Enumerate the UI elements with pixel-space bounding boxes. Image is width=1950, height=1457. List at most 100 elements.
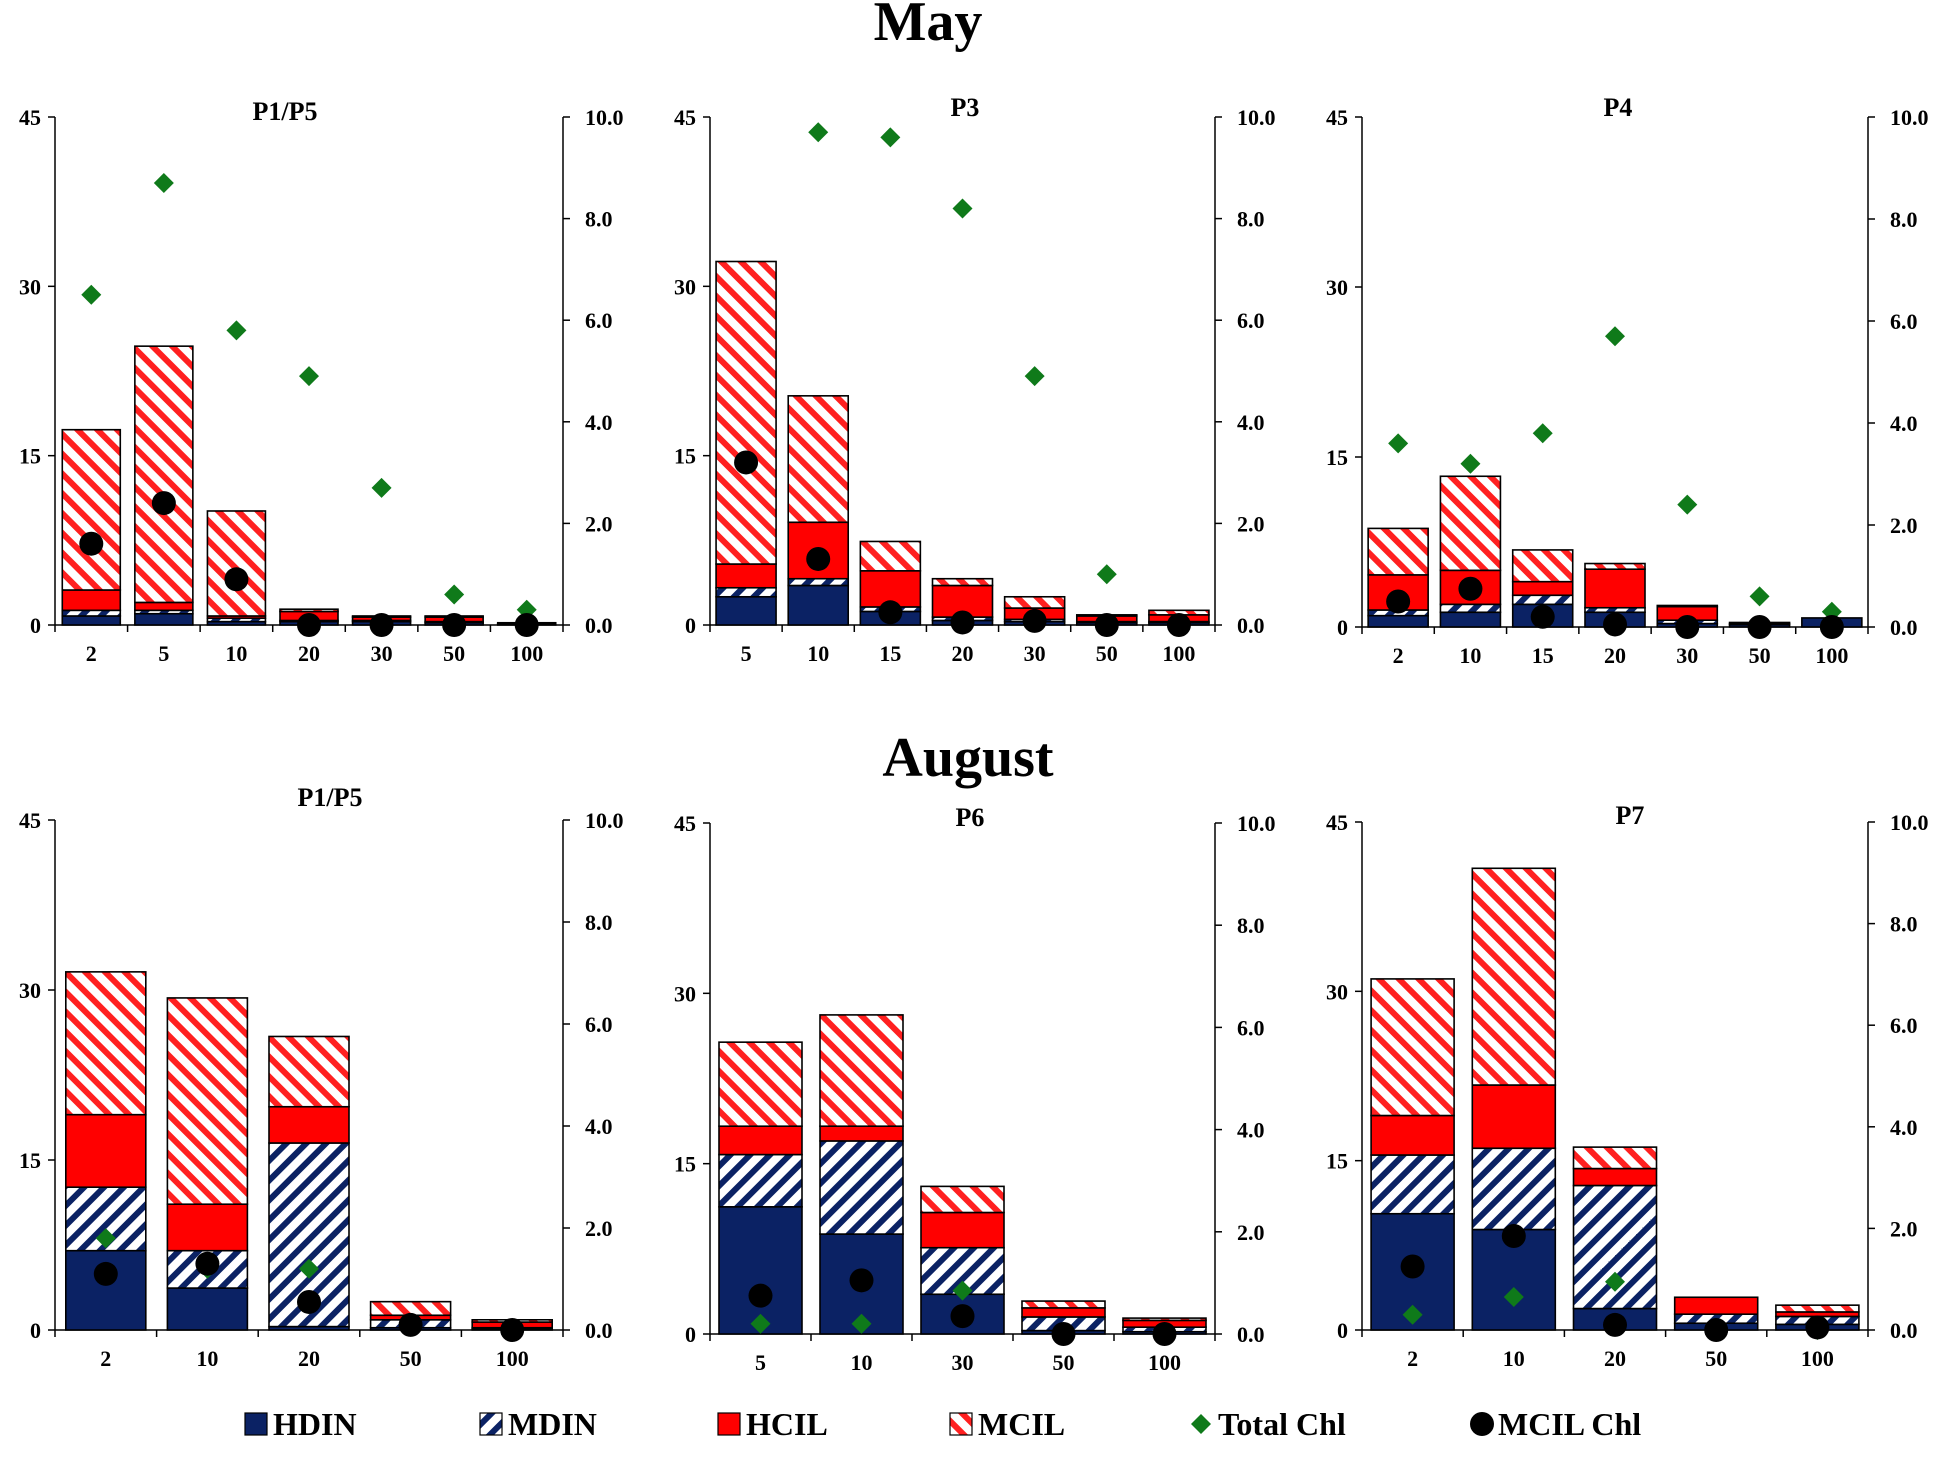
- total-chl-point: [299, 366, 319, 387]
- legend-label: Total Chl: [1218, 1406, 1346, 1442]
- right-tick-label: 8.0: [585, 207, 613, 232]
- bar-segment-mcil: [279, 608, 339, 613]
- mcil-chl-point: [224, 567, 249, 592]
- right-tick-label: 2.0: [1890, 1216, 1918, 1241]
- legend-swatch: [717, 1412, 741, 1436]
- total-chl-point: [95, 1228, 116, 1249]
- mcil-chl-point: [878, 600, 903, 625]
- mcil-chl-point: [1166, 613, 1191, 637]
- right-tick-label: 8.0: [1237, 207, 1265, 232]
- panel-title: P1/P5: [253, 97, 318, 126]
- bar-segment-mdin: [1471, 1147, 1557, 1231]
- right-tick-label: 4.0: [1890, 1115, 1918, 1140]
- mcil-chl-point: [1747, 615, 1772, 639]
- bar-segment-hcil: [1572, 1167, 1658, 1187]
- left-tick-label: 45: [1326, 105, 1348, 130]
- right-tick-label: 10.0: [1237, 811, 1276, 836]
- mcil-chl-point: [1051, 1322, 1076, 1346]
- bar-segment-hcil: [718, 1125, 803, 1156]
- left-tick-label: 30: [1326, 979, 1348, 1004]
- x-tick-label: 10: [851, 1350, 873, 1375]
- total-chl-point: [299, 1258, 319, 1279]
- total-chl-point: [808, 122, 829, 143]
- mcil-chl-point: [93, 1261, 118, 1286]
- right-tick-label: 6.0: [1237, 308, 1265, 333]
- panel-title: P4: [1604, 93, 1633, 122]
- total-chl-point: [153, 173, 174, 194]
- total-chl-point: [952, 198, 973, 219]
- bar-segment-mcil: [134, 345, 194, 604]
- right-tick-label: 6.0: [585, 308, 613, 333]
- total-chl-point: [226, 320, 247, 341]
- right-tick-label: 10.0: [1890, 105, 1929, 130]
- x-tick-label: 30: [1676, 643, 1698, 668]
- mcil-chl-point: [950, 1304, 975, 1329]
- mcil-chl-point: [369, 613, 394, 637]
- mcil-chl-point: [1819, 615, 1844, 639]
- bar-segment-hdin: [61, 615, 122, 626]
- bar-segment-mdin: [715, 586, 777, 598]
- legend-label: MDIN: [508, 1406, 597, 1442]
- right-tick-label: 2.0: [585, 1216, 613, 1241]
- x-tick-label: 20: [1604, 1346, 1626, 1371]
- bar-segment-mcil: [1471, 867, 1557, 1086]
- x-tick-label: 30: [952, 1350, 974, 1375]
- right-tick-label: 4.0: [1237, 1118, 1265, 1143]
- bar-segment-mdin: [819, 1140, 904, 1235]
- mcil-chl-point: [806, 546, 831, 571]
- right-tick-label: 8.0: [1890, 207, 1918, 232]
- x-tick-label: 2: [100, 1346, 111, 1371]
- panel-may-p3: P3 0 15 30 45 0.0 2.0 4.0 6.0 8.0 10.0 5 10 15 20 30 50 1…: [674, 93, 1276, 666]
- month-title-august: August: [882, 727, 1054, 789]
- x-tick-label: 20: [298, 1346, 320, 1371]
- right-tick-label: 0.0: [585, 613, 613, 638]
- left-tick-label: 0: [685, 613, 696, 638]
- bar-segment-mcil: [1775, 1304, 1860, 1313]
- right-tick-label: 6.0: [585, 1012, 613, 1037]
- bar-segment-hcil: [819, 1125, 904, 1142]
- total-chl-point: [1605, 1271, 1625, 1292]
- bar-segment-mdin: [61, 609, 122, 617]
- right-tick-label: 4.0: [1237, 410, 1265, 435]
- bar-segment-hdin: [134, 612, 194, 626]
- x-tick-label: 100: [1148, 1350, 1181, 1375]
- left-tick-label: 45: [19, 808, 41, 833]
- mcil-chl-point: [849, 1268, 874, 1293]
- bar-segment-mcil: [1584, 562, 1646, 570]
- legend-item-mcil: MCIL: [949, 1406, 1065, 1442]
- x-tick-label: 50: [443, 641, 465, 666]
- total-chl-point: [1388, 433, 1409, 454]
- bar-segment-mcil: [1572, 1146, 1658, 1170]
- bar-segment-mcil: [268, 1035, 350, 1108]
- left-tick-label: 15: [674, 444, 696, 469]
- bar-segment-mcil: [65, 971, 147, 1116]
- bar-segment-hcil: [65, 1113, 147, 1188]
- right-tick-label: 8.0: [1237, 913, 1265, 938]
- bar-segment-hcil: [166, 1203, 249, 1252]
- panel-may-p4: P4 0 15 30 45 0.0 2.0 4.0 6.0 8.0 10.0 2 10 15 20 30 50 1…: [1326, 93, 1929, 668]
- bar-segment-mcil: [718, 1041, 803, 1127]
- bar-segment-mdin: [1439, 603, 1502, 614]
- bar-segment-hcil: [1021, 1307, 1106, 1318]
- left-tick-label: 0: [1337, 615, 1348, 640]
- x-tick-label: 30: [1024, 641, 1046, 666]
- mcil-chl-point: [1704, 1318, 1729, 1342]
- mcil-chl-point: [514, 613, 539, 637]
- left-tick-label: 30: [19, 978, 41, 1003]
- legend-label: HCIL: [746, 1406, 828, 1442]
- mcil-chl-point: [1501, 1224, 1526, 1249]
- bar-segment-mcil: [819, 1014, 904, 1127]
- legend-label: HDIN: [273, 1406, 357, 1442]
- x-tick-label: 5: [741, 641, 752, 666]
- left-tick-label: 0: [1337, 1318, 1348, 1343]
- right-tick-label: 6.0: [1890, 309, 1918, 334]
- bar-segment-hcil: [1471, 1084, 1557, 1150]
- panel-title: P1/P5: [298, 783, 363, 812]
- bar-segment-mcil: [715, 260, 777, 565]
- panel-title: P6: [956, 803, 985, 832]
- legend-item-mdin: MDIN: [479, 1406, 597, 1442]
- mcil-chl-point: [1152, 1322, 1177, 1346]
- right-tick-label: 4.0: [585, 1114, 613, 1139]
- total-chl-point: [1460, 453, 1481, 474]
- x-tick-label: 10: [225, 641, 247, 666]
